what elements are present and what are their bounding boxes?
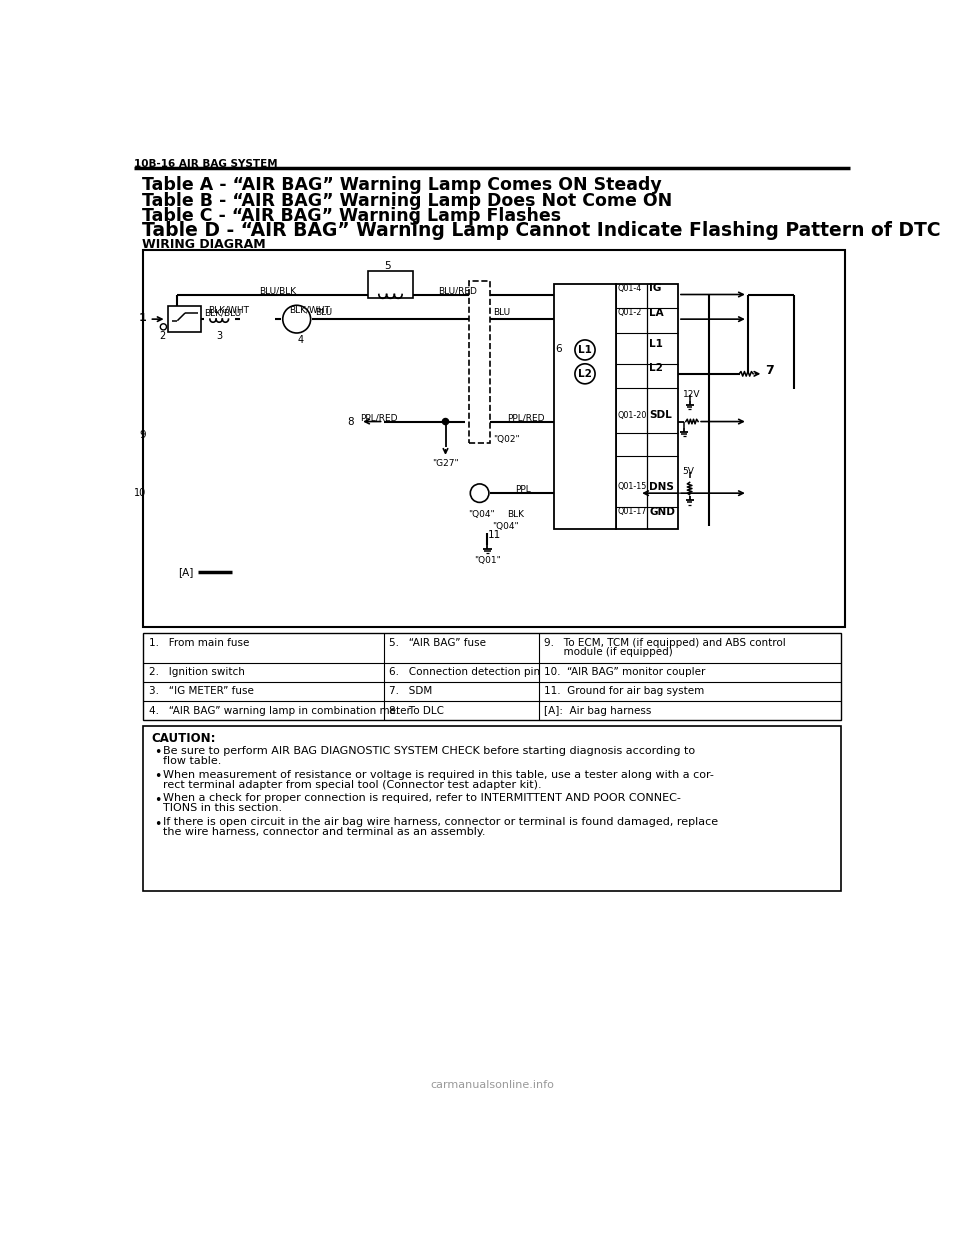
Text: TIONS in this section.: TIONS in this section. xyxy=(163,804,282,814)
Text: •: • xyxy=(155,818,161,831)
Text: 6: 6 xyxy=(555,343,562,353)
Text: 2.   Ignition switch: 2. Ignition switch xyxy=(149,667,245,677)
Text: Q01-2: Q01-2 xyxy=(617,309,642,317)
Text: 9.   To ECM, TCM (if equipped) and ABS control: 9. To ECM, TCM (if equipped) and ABS con… xyxy=(544,638,785,648)
Text: rect terminal adapter from special tool (Connector test adapter kit).: rect terminal adapter from special tool … xyxy=(163,779,542,789)
Text: 8.   To DLC: 8. To DLC xyxy=(389,705,444,715)
Text: L2: L2 xyxy=(578,369,592,379)
Bar xyxy=(168,306,202,332)
Text: Be sure to perform AIR BAG DIAGNOSTIC SYSTEM CHECK before starting diagnosis acc: Be sure to perform AIR BAG DIAGNOSTIC SY… xyxy=(163,746,696,756)
Bar xyxy=(368,272,413,299)
Text: BLU: BLU xyxy=(493,309,511,317)
Text: flow table.: flow table. xyxy=(163,756,222,766)
Text: 11.  Ground for air bag system: 11. Ground for air bag system xyxy=(544,687,705,697)
Text: 11: 11 xyxy=(488,530,500,540)
Text: Table D - “AIR BAG” Warning Lamp Cannot Indicate Flashing Pattern of DTC: Table D - “AIR BAG” Warning Lamp Cannot … xyxy=(142,221,941,240)
Text: the wire harness, connector and terminal as an assembly.: the wire harness, connector and terminal… xyxy=(163,827,486,837)
Text: BLK: BLK xyxy=(508,510,524,519)
Text: 12V: 12V xyxy=(683,390,700,399)
Text: 6.   Connection detection pin: 6. Connection detection pin xyxy=(389,667,540,677)
Text: PPL/RED: PPL/RED xyxy=(508,414,545,422)
Text: "Q04": "Q04" xyxy=(468,510,494,519)
Bar xyxy=(616,284,678,529)
Text: 7.   SDM: 7. SDM xyxy=(389,687,432,697)
Bar xyxy=(143,249,846,627)
Text: BLU/RED: BLU/RED xyxy=(438,287,476,296)
Circle shape xyxy=(283,305,311,333)
Text: Q01-15: Q01-15 xyxy=(617,483,647,492)
Text: BLK/BLU: BLK/BLU xyxy=(204,309,242,317)
Text: 3.   “IG METER” fuse: 3. “IG METER” fuse xyxy=(149,687,253,697)
Text: 4.   “AIR BAG” warning lamp in combination meter: 4. “AIR BAG” warning lamp in combination… xyxy=(149,705,411,715)
Text: module (if equipped): module (if equipped) xyxy=(544,647,673,657)
Text: 4: 4 xyxy=(298,335,303,345)
Text: Table B - “AIR BAG” Warning Lamp Does Not Come ON: Table B - “AIR BAG” Warning Lamp Does No… xyxy=(142,193,672,210)
Text: Q01-17: Q01-17 xyxy=(617,508,647,516)
Text: 1.   From main fuse: 1. From main fuse xyxy=(149,638,249,648)
Text: 7: 7 xyxy=(765,364,774,377)
Text: "Q01": "Q01" xyxy=(474,556,501,566)
Text: L1: L1 xyxy=(649,338,663,348)
Text: 3: 3 xyxy=(216,331,223,341)
Text: SDL: SDL xyxy=(649,410,672,420)
Text: IG: IG xyxy=(649,283,661,294)
Text: L1: L1 xyxy=(578,345,592,354)
Text: [A]: [A] xyxy=(179,567,194,577)
Text: "Q02": "Q02" xyxy=(493,436,520,445)
Bar xyxy=(143,634,841,720)
Text: GND: GND xyxy=(649,506,675,516)
Circle shape xyxy=(443,419,448,425)
Text: BLU/BLK: BLU/BLK xyxy=(259,287,297,296)
Text: "Q04": "Q04" xyxy=(492,522,518,531)
Text: DNS: DNS xyxy=(649,482,674,492)
Text: •: • xyxy=(155,746,161,760)
Text: If there is open circuit in the air bag wire harness, connector or terminal is f: If there is open circuit in the air bag … xyxy=(163,818,718,827)
Text: Table C - “AIR BAG” Warning Lamp Flashes: Table C - “AIR BAG” Warning Lamp Flashes xyxy=(142,206,561,225)
Bar xyxy=(554,284,616,529)
Text: "G27": "G27" xyxy=(432,459,459,468)
Text: BLK/WHT: BLK/WHT xyxy=(208,305,250,314)
Text: WIRING DIAGRAM: WIRING DIAGRAM xyxy=(142,238,265,251)
Text: 1: 1 xyxy=(138,314,146,324)
Text: When measurement of resistance or voltage is required in this table, use a teste: When measurement of resistance or voltag… xyxy=(163,769,714,779)
Text: •: • xyxy=(155,794,161,808)
Text: 2: 2 xyxy=(159,331,166,341)
Text: L2: L2 xyxy=(649,363,663,373)
Text: PPL: PPL xyxy=(516,485,531,494)
Text: [A]:  Air bag harness: [A]: Air bag harness xyxy=(544,705,651,715)
Text: 5: 5 xyxy=(384,261,391,270)
Circle shape xyxy=(470,484,489,503)
Text: Q01-4: Q01-4 xyxy=(617,284,642,293)
Text: •: • xyxy=(155,771,161,783)
Text: 8: 8 xyxy=(348,416,354,426)
Text: When a check for proper connection is required, refer to INTERMITTENT AND POOR C: When a check for proper connection is re… xyxy=(163,793,682,804)
Circle shape xyxy=(575,340,595,359)
Text: 5V: 5V xyxy=(683,467,694,475)
Circle shape xyxy=(575,364,595,384)
Bar xyxy=(143,726,841,892)
Text: LA: LA xyxy=(649,308,664,317)
Text: Table A - “AIR BAG” Warning Lamp Comes ON Steady: Table A - “AIR BAG” Warning Lamp Comes O… xyxy=(142,175,661,194)
Text: 10B-16 AIR BAG SYSTEM: 10B-16 AIR BAG SYSTEM xyxy=(134,159,277,169)
Text: carmanualsonline.info: carmanualsonline.info xyxy=(430,1079,554,1091)
Text: 10: 10 xyxy=(134,488,146,498)
Text: PPL/RED: PPL/RED xyxy=(360,414,397,422)
Text: 10.  “AIR BAG” monitor coupler: 10. “AIR BAG” monitor coupler xyxy=(544,667,706,677)
Text: CAUTION:: CAUTION: xyxy=(151,732,215,745)
Text: BLU: BLU xyxy=(315,309,332,317)
Text: BLK/WHT: BLK/WHT xyxy=(289,305,330,314)
Text: 5.   “AIR BAG” fuse: 5. “AIR BAG” fuse xyxy=(389,638,486,648)
Bar xyxy=(468,280,491,443)
Text: Q01-20: Q01-20 xyxy=(617,411,647,420)
Circle shape xyxy=(160,324,166,330)
Text: 9: 9 xyxy=(140,431,146,441)
